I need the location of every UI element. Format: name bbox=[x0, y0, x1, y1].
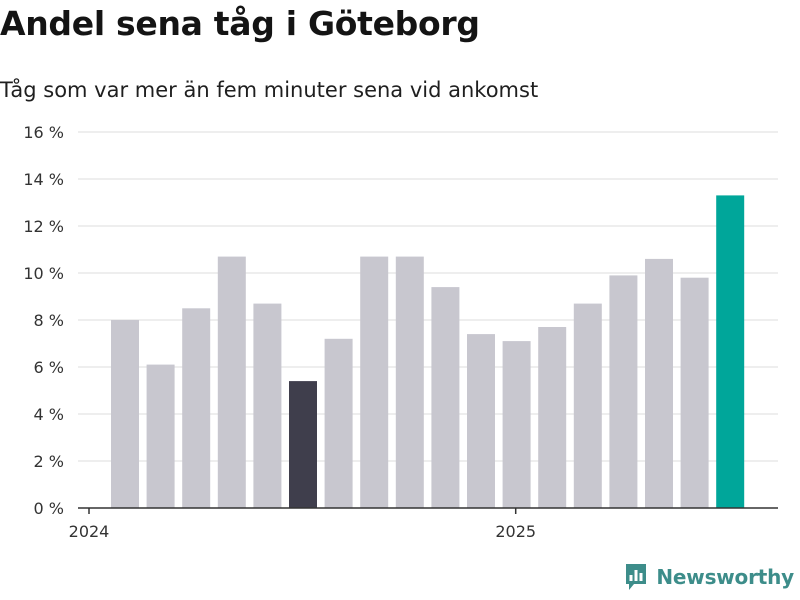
bar bbox=[538, 327, 567, 508]
y-tick-label: 8 % bbox=[34, 311, 64, 330]
bar bbox=[395, 256, 424, 508]
y-tick-label: 2 % bbox=[34, 452, 64, 471]
y-tick-label: 10 % bbox=[23, 264, 64, 283]
y-tick-label: 12 % bbox=[23, 217, 64, 236]
chart-title: Andel sena tåg i Göteborg bbox=[0, 4, 480, 43]
y-tick-label: 6 % bbox=[34, 358, 64, 377]
bar bbox=[182, 308, 211, 509]
y-axis-ticks: 0 % 2 % 4 % 6 % 8 % 10 % 12 % 14 % 16 % bbox=[23, 123, 64, 518]
bar bbox=[609, 275, 638, 508]
chart-subtitle: Tåg som var mer än fem minuter sena vid … bbox=[0, 78, 539, 102]
brand-logo: Newsworthy bbox=[624, 562, 794, 592]
bar bbox=[573, 303, 602, 508]
bar bbox=[217, 256, 246, 508]
bar bbox=[111, 320, 139, 508]
bar bbox=[146, 364, 175, 508]
bar bbox=[645, 258, 673, 508]
x-axis-ticks: 2024 2025 bbox=[69, 508, 536, 541]
y-tick-label: 0 % bbox=[34, 499, 64, 518]
y-tick-label: 4 % bbox=[34, 405, 64, 424]
bar bbox=[431, 287, 460, 508]
brand-name: Newsworthy bbox=[656, 565, 794, 589]
bar bbox=[502, 341, 531, 508]
bar bbox=[253, 303, 282, 508]
bar bbox=[680, 277, 709, 508]
bar bbox=[360, 256, 389, 508]
x-tick-label: 2024 bbox=[69, 522, 110, 541]
y-tick-label: 14 % bbox=[23, 170, 64, 189]
y-tick-label: 16 % bbox=[23, 123, 64, 142]
bars bbox=[111, 195, 745, 509]
x-tick-label: 2025 bbox=[495, 522, 536, 541]
bar bbox=[289, 381, 317, 508]
bar-chart-logo-icon bbox=[626, 564, 647, 590]
bar bbox=[324, 338, 353, 508]
bar bbox=[467, 334, 495, 508]
bar bbox=[716, 195, 745, 508]
